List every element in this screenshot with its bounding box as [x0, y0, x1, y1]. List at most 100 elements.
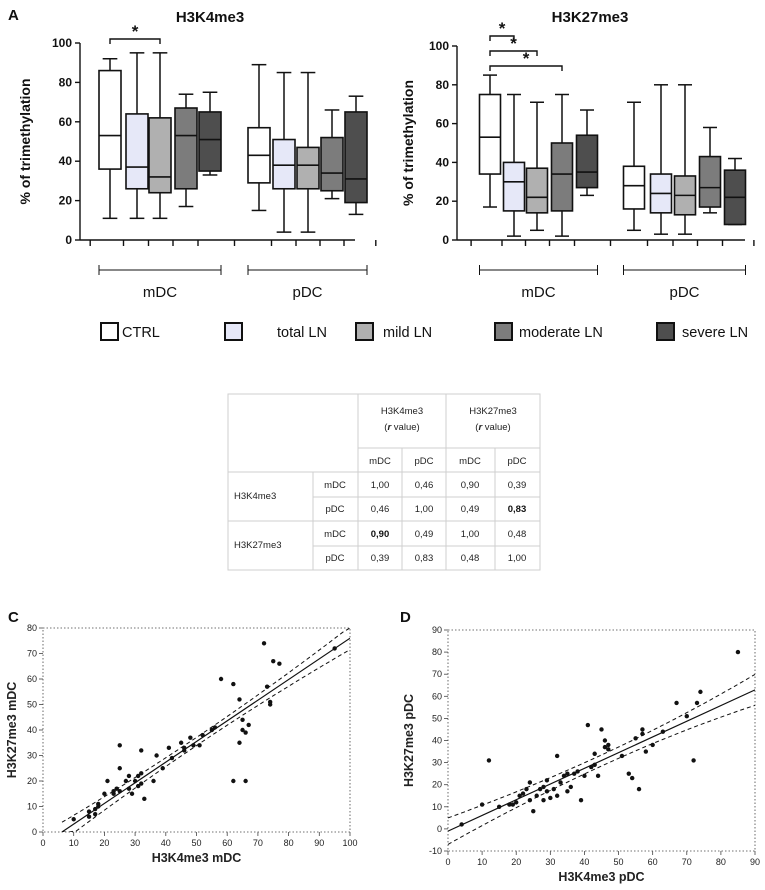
x-tick-label: 70 — [253, 838, 263, 848]
data-point — [209, 727, 215, 733]
x-tick-label: 80 — [716, 857, 726, 867]
x-tick-label: 90 — [314, 838, 324, 848]
box-iqr — [148, 117, 172, 194]
y-tick-label: 20 — [59, 194, 73, 208]
plot-frame — [447, 629, 756, 852]
data-point — [527, 780, 533, 785]
table-cell: 0,49 — [415, 529, 434, 540]
data-point — [630, 775, 635, 781]
box-mdc-total-ln — [125, 52, 149, 220]
table-cell: 1,00 — [415, 504, 434, 515]
y-tick-label: 0 — [442, 233, 449, 247]
data-point — [694, 700, 700, 706]
data-point — [166, 745, 172, 751]
y-tick-label: 20 — [432, 780, 442, 790]
data-point — [132, 778, 138, 784]
data-point — [599, 727, 604, 732]
table-cell: 0,49 — [461, 504, 480, 515]
data-point — [691, 758, 696, 763]
box-iqr — [478, 93, 502, 175]
y-tick-label: 10 — [27, 802, 37, 812]
box-mdc-mild-ln — [525, 101, 549, 232]
data-point — [126, 773, 132, 779]
box-mdc-severe-ln — [575, 109, 599, 197]
y-tick-label: 30 — [432, 758, 442, 768]
table-col-label: pDC — [414, 456, 433, 467]
data-point — [111, 789, 116, 794]
data-point — [105, 778, 110, 784]
x-tick-label: 0 — [40, 838, 45, 848]
box-iqr — [525, 167, 549, 214]
table-cell: 0,39 — [508, 480, 527, 491]
data-point — [139, 748, 144, 753]
y-tick-label: 30 — [27, 751, 37, 761]
legend-swatch — [100, 322, 119, 341]
data-point — [558, 780, 563, 785]
data-point — [117, 743, 122, 748]
y-tick-label: 40 — [436, 155, 450, 169]
box-mdc-moderate-ln — [550, 93, 574, 237]
y-tick-label: 50 — [432, 713, 442, 723]
data-point — [151, 778, 156, 784]
significance-star: * — [499, 19, 506, 38]
box-pdc-severe-ln — [723, 157, 747, 226]
box-pdc-moderate-ln — [698, 126, 722, 214]
data-point — [246, 722, 251, 728]
data-point — [585, 722, 591, 728]
data-point — [200, 732, 205, 738]
data-point — [188, 735, 193, 740]
data-point — [212, 725, 218, 730]
table-cell: 0,39 — [371, 553, 390, 564]
table-col-label: mDC — [369, 456, 391, 467]
significance-bracket — [489, 35, 515, 41]
table-row-label: pDC — [325, 504, 344, 515]
data-point — [142, 796, 147, 802]
table-row-label: pDC — [325, 553, 344, 564]
legend-item-mild-ln: mild LN — [355, 322, 432, 341]
significance-bracket — [489, 50, 538, 56]
data-point — [197, 743, 202, 748]
table-header-r-value: (r value) — [475, 422, 510, 433]
data-point — [531, 809, 536, 814]
table-frame — [227, 393, 541, 571]
x-tick-label: 10 — [477, 857, 487, 867]
x-tick-label: 60 — [648, 857, 658, 867]
x-tick-label: 50 — [191, 838, 201, 848]
data-point — [602, 744, 608, 750]
data-point — [96, 801, 101, 807]
box-mdc-severe-ln — [198, 91, 222, 176]
table-cell: 0,90 — [461, 480, 480, 491]
y-tick-label: 60 — [59, 115, 73, 129]
correlation-table: H3K4me3 (r value) H3K27me3 (r value) mDC pDC m… — [227, 393, 541, 571]
y-tick-label: 60 — [432, 691, 442, 701]
data-point — [243, 778, 248, 784]
legend-item-moderate-ln: moderate LN — [494, 322, 603, 341]
boxplot-h3k27me3: H3K27me3 % of trimethylation 0 20 40 60 80 100 m… — [400, 9, 755, 301]
data-point — [169, 755, 175, 761]
data-point — [684, 713, 689, 719]
x-axis-label: H3K4me3 pDC — [558, 870, 644, 884]
box-iqr — [344, 111, 368, 204]
x-tick-label: 10 — [69, 838, 79, 848]
box-pdc-ctrl — [622, 101, 646, 232]
legend-label: total LN — [277, 325, 327, 341]
x-tick-label: 40 — [579, 857, 589, 867]
data-point — [129, 791, 135, 796]
data-point — [479, 802, 485, 807]
x-tick-label: 70 — [682, 857, 692, 867]
data-point — [582, 773, 587, 779]
data-point — [332, 646, 337, 651]
panel-label-c: C — [8, 609, 19, 626]
data-point — [86, 809, 92, 814]
table-col-label: pDC — [507, 456, 526, 467]
box-iqr — [622, 165, 646, 210]
y-tick-label: 50 — [27, 700, 37, 710]
legend-label: moderate LN — [519, 325, 603, 341]
data-point — [548, 795, 553, 801]
table-cell: 1,00 — [371, 480, 390, 491]
data-point — [240, 727, 245, 733]
table-header-r-value: (r value) — [384, 422, 419, 433]
data-point — [537, 786, 543, 792]
data-point — [510, 802, 516, 807]
table-cell: 0,46 — [371, 504, 390, 515]
